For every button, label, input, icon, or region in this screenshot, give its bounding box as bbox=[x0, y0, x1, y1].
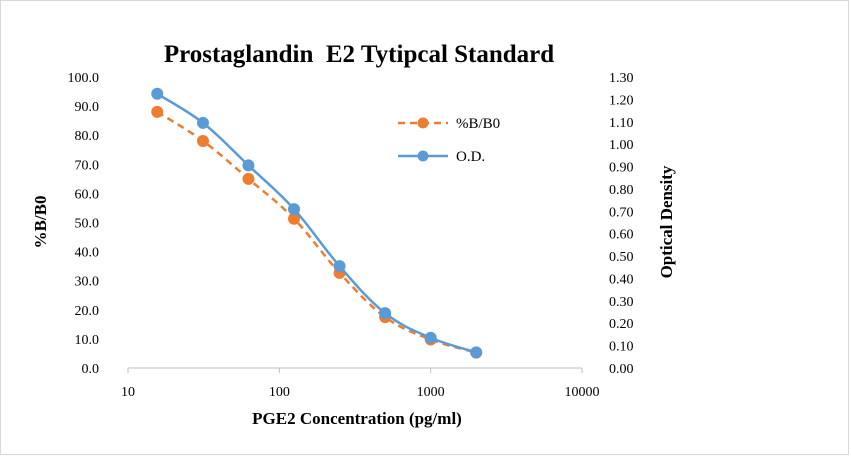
x-axis-title: PGE2 Concentration (pg/ml) bbox=[252, 409, 462, 428]
y2-tick-label: 0.90 bbox=[609, 161, 634, 176]
data-point-od bbox=[196, 116, 209, 129]
y-tick-label: 0.0 bbox=[82, 362, 100, 377]
y2-tick-label: 1.00 bbox=[609, 138, 634, 153]
series-bb0 bbox=[151, 105, 483, 359]
y-tick-label: 100.0 bbox=[68, 71, 100, 86]
y2-tick-labels: 0.00 0.10 0.20 0.30 0.40 0.50 0.60 0.70 0.80 0.90… bbox=[609, 71, 634, 377]
y2-tick-label: 1.10 bbox=[609, 116, 634, 131]
x-tick-labels: 10 100 1000 10000 bbox=[121, 385, 600, 400]
legend-item-od: O.D. bbox=[398, 149, 485, 165]
series-od bbox=[151, 87, 483, 359]
y-axis-title: %B/B0 bbox=[31, 196, 50, 249]
y-tick-label: 50.0 bbox=[75, 217, 100, 232]
legend-marker-od bbox=[417, 150, 429, 162]
y-tick-labels: 0.0 10.0 20.0 30.0 40.0 50.0 60.0 70.0 80.0 90.0 1… bbox=[68, 71, 100, 377]
y2-tick-label: 1.20 bbox=[609, 93, 634, 108]
x-tick-label: 10000 bbox=[565, 385, 600, 400]
legend-label-bb0: %B/B0 bbox=[456, 116, 500, 132]
y2-axis-title: Optical Density bbox=[657, 165, 676, 278]
y-tick-label: 90.0 bbox=[75, 100, 100, 115]
y-tick-label: 20.0 bbox=[75, 304, 100, 319]
series-line-bb0 bbox=[156, 110, 477, 354]
series-layer bbox=[151, 87, 483, 359]
y-tick-label: 80.0 bbox=[75, 129, 100, 144]
y-tick-label: 30.0 bbox=[75, 275, 100, 290]
y-tick-label: 40.0 bbox=[75, 246, 100, 261]
y2-tick-label: 0.50 bbox=[609, 250, 634, 265]
y2-tick-label: 0.20 bbox=[609, 317, 634, 332]
y2-tick-label: 0.30 bbox=[609, 295, 634, 310]
y2-tick-label: 1.30 bbox=[609, 71, 634, 86]
data-point-od bbox=[242, 159, 255, 172]
series-line-od bbox=[156, 92, 477, 354]
y2-tick-label: 0.00 bbox=[609, 362, 634, 377]
data-point-od bbox=[470, 346, 483, 359]
legend-item-bb0: %B/B0 bbox=[398, 116, 500, 132]
y2-tick-label: 0.70 bbox=[609, 205, 634, 220]
y-tick-label: 60.0 bbox=[75, 187, 100, 202]
data-point-bb0 bbox=[242, 172, 255, 185]
data-point-bb0 bbox=[196, 135, 209, 148]
y2-tick-label: 0.10 bbox=[609, 340, 634, 355]
x-tick-label: 1000 bbox=[417, 385, 445, 400]
x-tick-label: 100 bbox=[269, 385, 290, 400]
data-point-od bbox=[151, 87, 164, 100]
y2-tick-label: 0.60 bbox=[609, 228, 634, 243]
y-tick-label: 10.0 bbox=[75, 333, 100, 348]
legend-label-od: O.D. bbox=[456, 149, 485, 165]
legend: %B/B0 O.D. bbox=[398, 116, 500, 165]
x-tick-marks bbox=[127, 368, 583, 373]
legend-marker-bb0 bbox=[417, 117, 429, 129]
y-tick-label: 70.0 bbox=[75, 158, 100, 173]
data-point-od bbox=[424, 331, 437, 344]
data-point-bb0 bbox=[151, 105, 164, 118]
y2-tick-label: 0.40 bbox=[609, 272, 634, 287]
data-point-od bbox=[379, 307, 392, 320]
data-point-od bbox=[287, 203, 300, 216]
y2-tick-label: 0.80 bbox=[609, 183, 634, 198]
chart-title: Prostaglandin E2 Tytipcal Standard bbox=[164, 41, 554, 68]
x-tick-label: 10 bbox=[121, 385, 135, 400]
data-point-od bbox=[333, 260, 346, 273]
